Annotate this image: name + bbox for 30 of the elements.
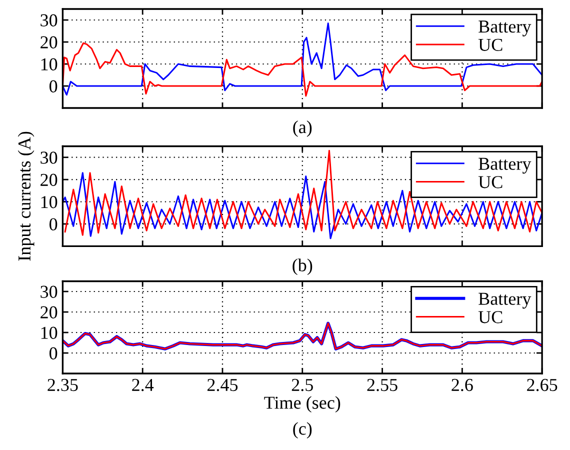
text: (c) — [293, 422, 312, 438]
y-tick-label: 20 — [40, 306, 58, 318]
x-tick-label: 2.5 — [292, 378, 313, 392]
y-tick-label: 20 — [40, 174, 58, 186]
y-tick-label: 0 — [50, 347, 58, 360]
x-tick-label: 2.65 — [527, 378, 558, 392]
legend-label: UC — [478, 38, 502, 51]
x-tick-label: 2.4 — [132, 378, 154, 392]
y-tick-label: 10 — [41, 58, 58, 70]
y-tick-label: 0 — [50, 218, 58, 230]
x-tick-label: 2.55 — [367, 378, 398, 392]
legend-label: Battery — [478, 292, 532, 309]
legend-label: UC — [478, 176, 502, 188]
legend-label: Battery — [478, 20, 532, 36]
text: (a) — [293, 120, 312, 137]
y-tick-label: 10 — [41, 196, 58, 208]
x-tick-label: 2.45 — [207, 378, 238, 392]
y-tick-label: 30 — [40, 286, 58, 298]
legend-label: UC — [478, 311, 502, 324]
text: (b) — [292, 258, 312, 276]
y-axis-title: Input currents (A) — [18, 132, 34, 261]
x-tick-label: 2.35 — [48, 378, 78, 392]
y-tick-label: 30 — [40, 14, 58, 26]
x-axis-title: Time (sec) — [264, 396, 340, 412]
legend-label: Battery — [478, 158, 532, 174]
y-tick-label: 0 — [50, 80, 58, 92]
y-tick-label: 20 — [40, 36, 58, 48]
y-tick-label: 30 — [40, 152, 58, 164]
x-tick-label: 2.6 — [452, 378, 473, 392]
y-tick-label: 10 — [41, 326, 58, 339]
